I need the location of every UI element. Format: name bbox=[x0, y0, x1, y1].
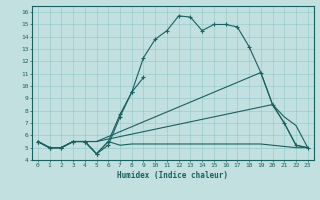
X-axis label: Humidex (Indice chaleur): Humidex (Indice chaleur) bbox=[117, 171, 228, 180]
